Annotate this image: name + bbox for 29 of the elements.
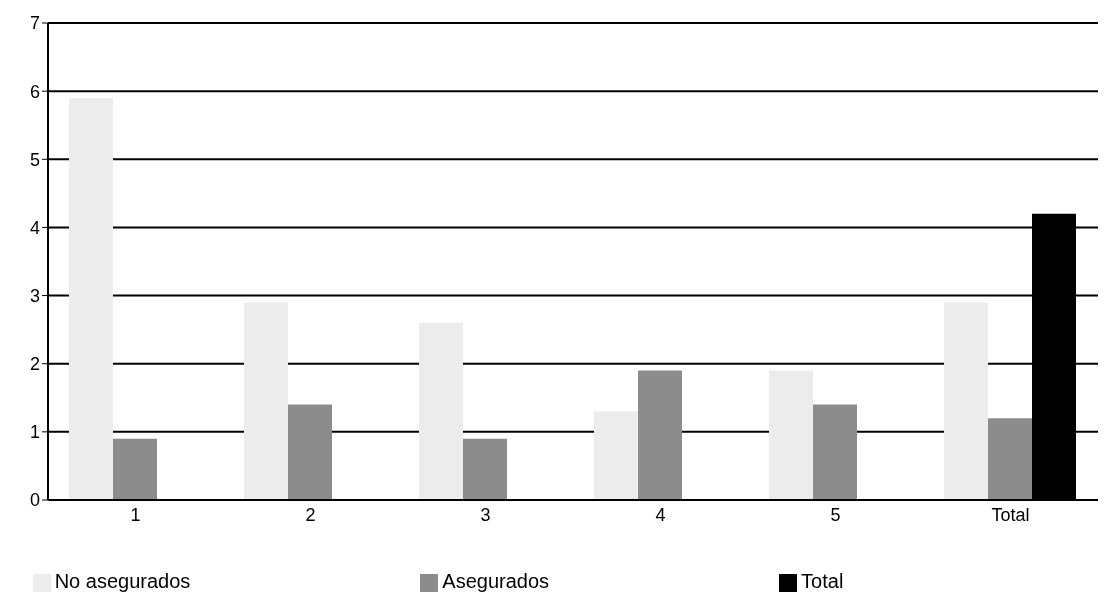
bar xyxy=(419,322,463,500)
y-tick-label: 7 xyxy=(29,13,40,34)
y-tick-label: 5 xyxy=(29,149,40,170)
x-tick-label: 4 xyxy=(655,504,666,525)
legend-label: Total xyxy=(801,570,844,592)
x-tick-label: 3 xyxy=(480,504,491,525)
bar xyxy=(769,370,813,500)
bar xyxy=(638,370,682,500)
x-tick-label: Total xyxy=(991,504,1030,525)
y-tick-label: 1 xyxy=(29,422,40,443)
bar xyxy=(988,418,1032,500)
legend-label: No asegurados xyxy=(54,570,191,592)
y-tick-label: 2 xyxy=(29,354,40,375)
y-tick-label: 4 xyxy=(29,217,40,238)
bar xyxy=(813,404,857,500)
x-tick-label: 1 xyxy=(130,504,141,525)
bar xyxy=(463,438,507,500)
bar xyxy=(288,404,332,500)
y-tick-label: 3 xyxy=(29,285,40,306)
x-tick-label: 5 xyxy=(830,504,841,525)
bar xyxy=(69,97,113,500)
y-tick-label: 0 xyxy=(29,490,40,511)
bar xyxy=(244,302,288,500)
legend-label: Asegurados xyxy=(442,570,550,592)
x-tick-label: 2 xyxy=(305,504,316,525)
bar xyxy=(113,438,157,500)
bar xyxy=(944,302,988,500)
y-tick-label: 6 xyxy=(29,81,40,102)
bar xyxy=(594,411,638,500)
